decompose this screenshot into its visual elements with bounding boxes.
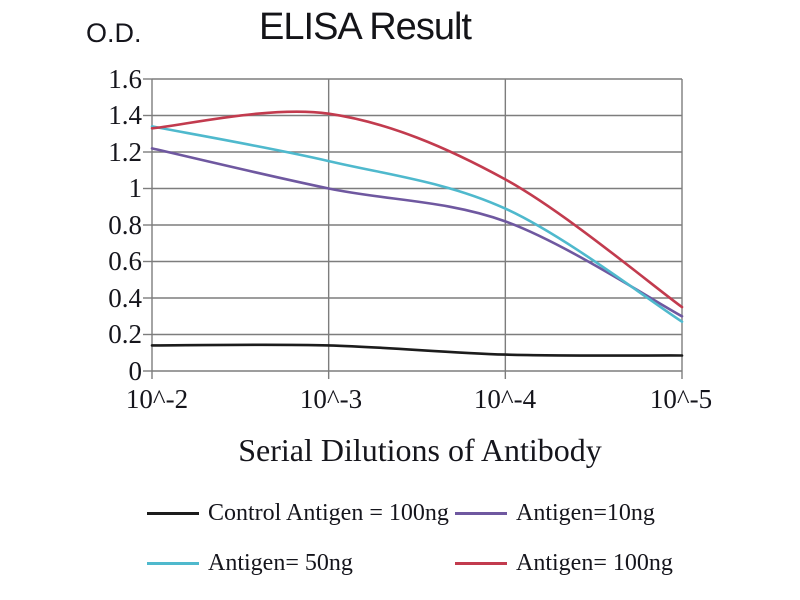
x-axis-label: Serial Dilutions of Antibody (238, 432, 602, 468)
y-tick-label: 1.4 (108, 100, 142, 130)
x-tick-label: 10^-2 (125, 384, 189, 414)
y-tick-label: 1 (128, 173, 143, 203)
y-tick-label: 0.4 (108, 283, 142, 313)
y-tick-label: 0.8 (108, 210, 142, 240)
y-tick-label: 1.6 (108, 64, 142, 94)
y-tick-label: 0 (128, 356, 143, 386)
x-tick-label: 10^-3 (299, 384, 363, 414)
y-axis-label: O.D. (86, 18, 142, 48)
x-tick-label: 10^-5 (649, 384, 713, 414)
y-tick-label: 1.2 (108, 137, 142, 167)
y-tick-label: 0.2 (108, 319, 142, 349)
chart-title: ELISA Result (259, 6, 472, 48)
y-tick-label: 0.6 (108, 246, 142, 276)
x-tick-label: 10^-4 (473, 384, 537, 414)
